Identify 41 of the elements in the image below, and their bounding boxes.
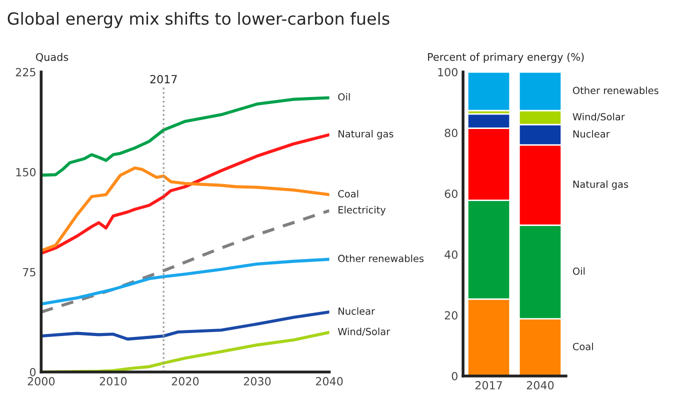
y-axis-title: Percent of primary energy (%) (428, 52, 584, 63)
series-label: Other renewables (572, 86, 658, 94)
y-tick-label: 100 (438, 68, 458, 76)
series-label: Natural gas (573, 180, 628, 190)
y-tick-label: 60 (444, 190, 458, 198)
y-tick-label: 150 (16, 168, 36, 176)
line-series (41, 133, 330, 255)
line-series (41, 166, 330, 252)
x-tick-label: 2017 (475, 381, 502, 390)
y-tick-label: 20 (444, 311, 458, 320)
series-label: Oil (572, 267, 585, 275)
y-tick-label: 75 (23, 268, 36, 276)
y-tick-label: 0 (30, 368, 36, 376)
y-tick-label: 0 (452, 372, 458, 380)
series-label: Wind/Solar (338, 328, 390, 336)
series-label: Other renewables (338, 254, 424, 262)
ref-line-label: 2017 (150, 74, 177, 84)
line-series (41, 258, 330, 306)
x-tick-label: 2030 (244, 377, 271, 386)
series-label: Natural gas (338, 130, 394, 140)
y-axis-title: Quads (36, 52, 68, 62)
chart-title: Global energy mix shifts to lower-carbon fuels (8, 12, 390, 28)
y-tick-label: 40 (444, 250, 458, 259)
series-label: Coal (572, 342, 593, 350)
series-label: Nuclear (338, 307, 376, 315)
y-tick-label: 225 (16, 68, 36, 76)
line-series (41, 209, 330, 314)
y-tick-label: 80 (444, 128, 458, 138)
x-tick-label: 2000 (28, 377, 55, 386)
x-tick-label: 2020 (172, 377, 199, 386)
series-label: Electricity (338, 206, 386, 216)
series-label: Wind/Solar (572, 112, 625, 122)
bar (466, 72, 511, 112)
x-tick-label: 2010 (100, 377, 127, 386)
x-tick-label: 2040 (526, 381, 554, 390)
series-label: Nuclear (573, 130, 610, 138)
line-series (41, 310, 330, 341)
x-tick-label: 2040 (316, 377, 343, 386)
line-series (41, 96, 330, 177)
series-label: Oil (338, 93, 350, 101)
series-label: Coal (338, 190, 358, 198)
